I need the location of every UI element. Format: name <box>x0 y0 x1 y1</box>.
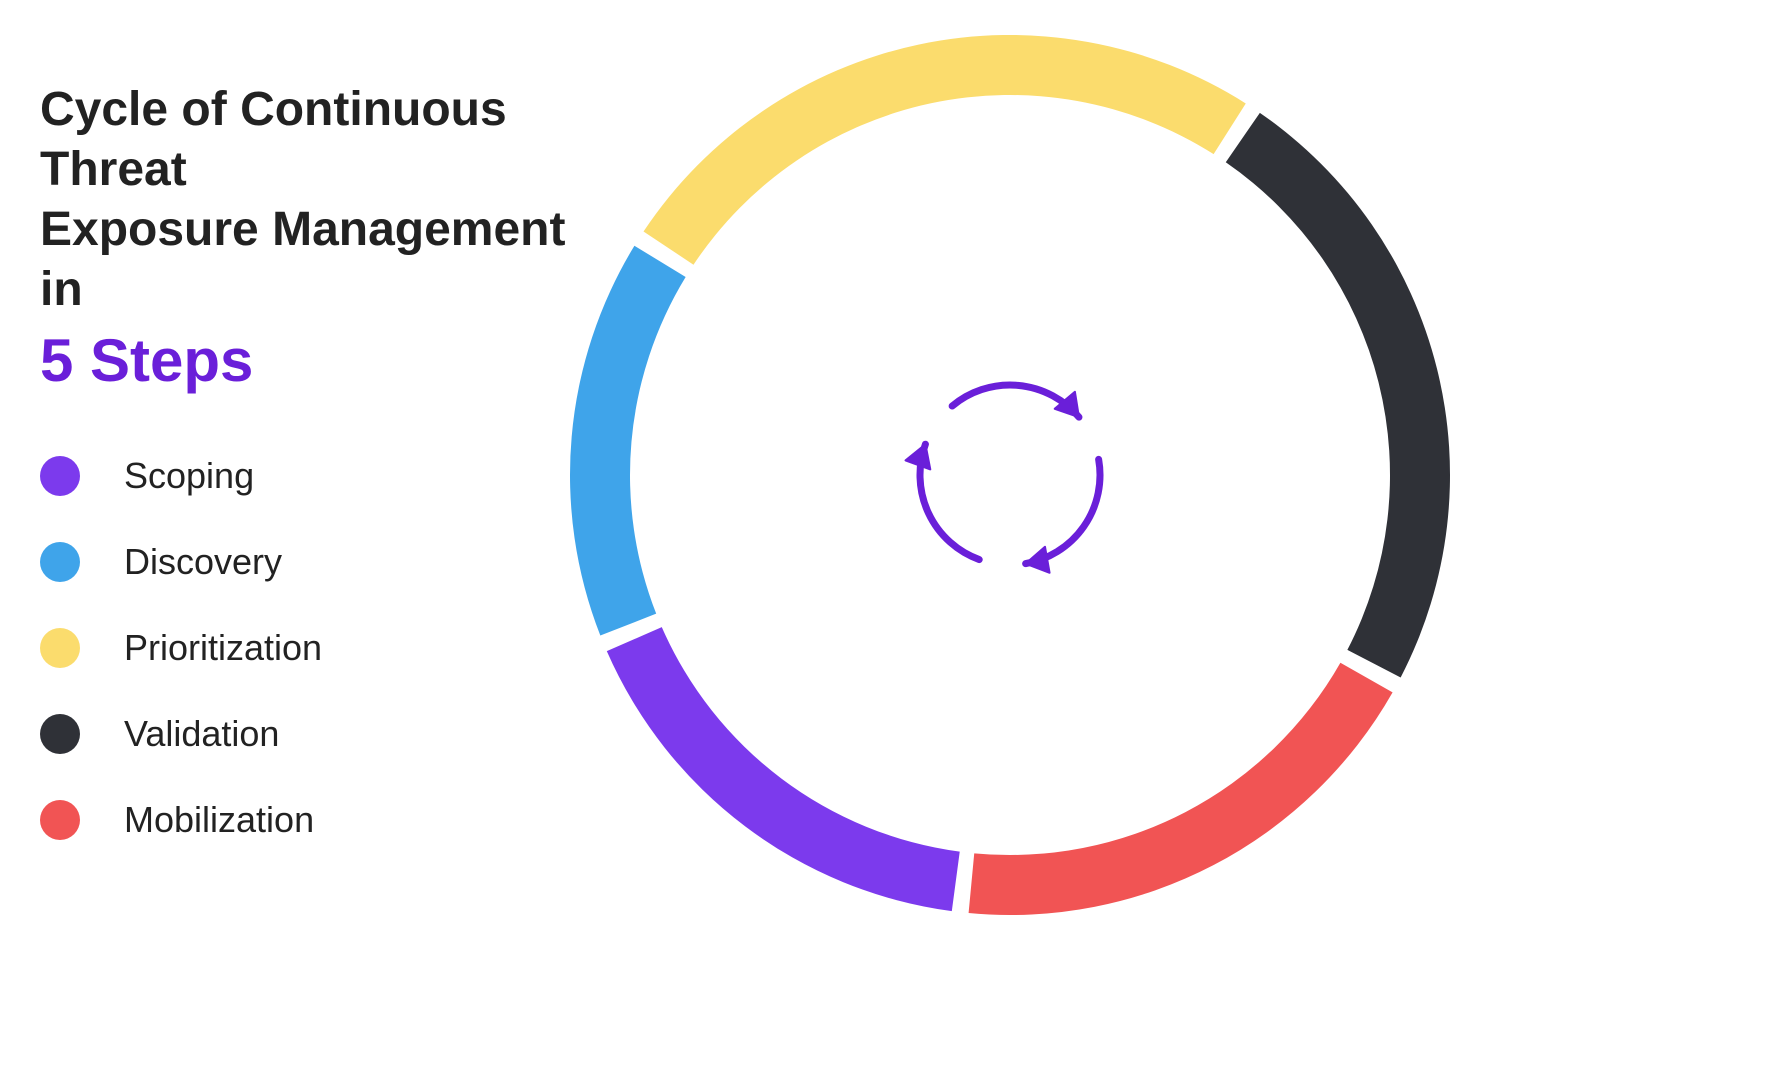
legend: Scoping Discovery Prioritization Validation… <box>40 455 620 841</box>
legend-dot-icon <box>40 542 80 582</box>
title-highlight: 5 Steps <box>40 326 620 395</box>
legend-dot-icon <box>40 628 80 668</box>
donut-chart <box>560 25 1460 925</box>
legend-dot-icon <box>40 456 80 496</box>
legend-item: Mobilization <box>40 799 620 841</box>
legend-label: Discovery <box>124 541 282 583</box>
donut-segment-prioritization <box>644 35 1246 265</box>
legend-label: Prioritization <box>124 627 322 669</box>
donut-segment-discovery <box>570 246 686 636</box>
donut-segment-validation <box>1226 113 1450 678</box>
legend-label: Mobilization <box>124 799 314 841</box>
donut-segment-mobilization <box>969 663 1393 915</box>
title-line-1: Cycle of Continuous Threat <box>40 80 620 200</box>
legend-item: Validation <box>40 713 620 755</box>
infographic-container: Cycle of Continuous Threat Exposure Mana… <box>0 0 1769 1080</box>
legend-item: Scoping <box>40 455 620 497</box>
donut-segment-scoping <box>607 627 960 911</box>
legend-item: Discovery <box>40 541 620 583</box>
legend-label: Scoping <box>124 455 254 497</box>
cycle-arrows-icon <box>905 385 1100 573</box>
legend-dot-icon <box>40 714 80 754</box>
left-panel: Cycle of Continuous Threat Exposure Mana… <box>0 0 620 885</box>
legend-dot-icon <box>40 800 80 840</box>
legend-item: Prioritization <box>40 627 620 669</box>
title-line-2: Exposure Management in <box>40 200 620 320</box>
legend-label: Validation <box>124 713 279 755</box>
right-panel <box>620 0 1769 1080</box>
